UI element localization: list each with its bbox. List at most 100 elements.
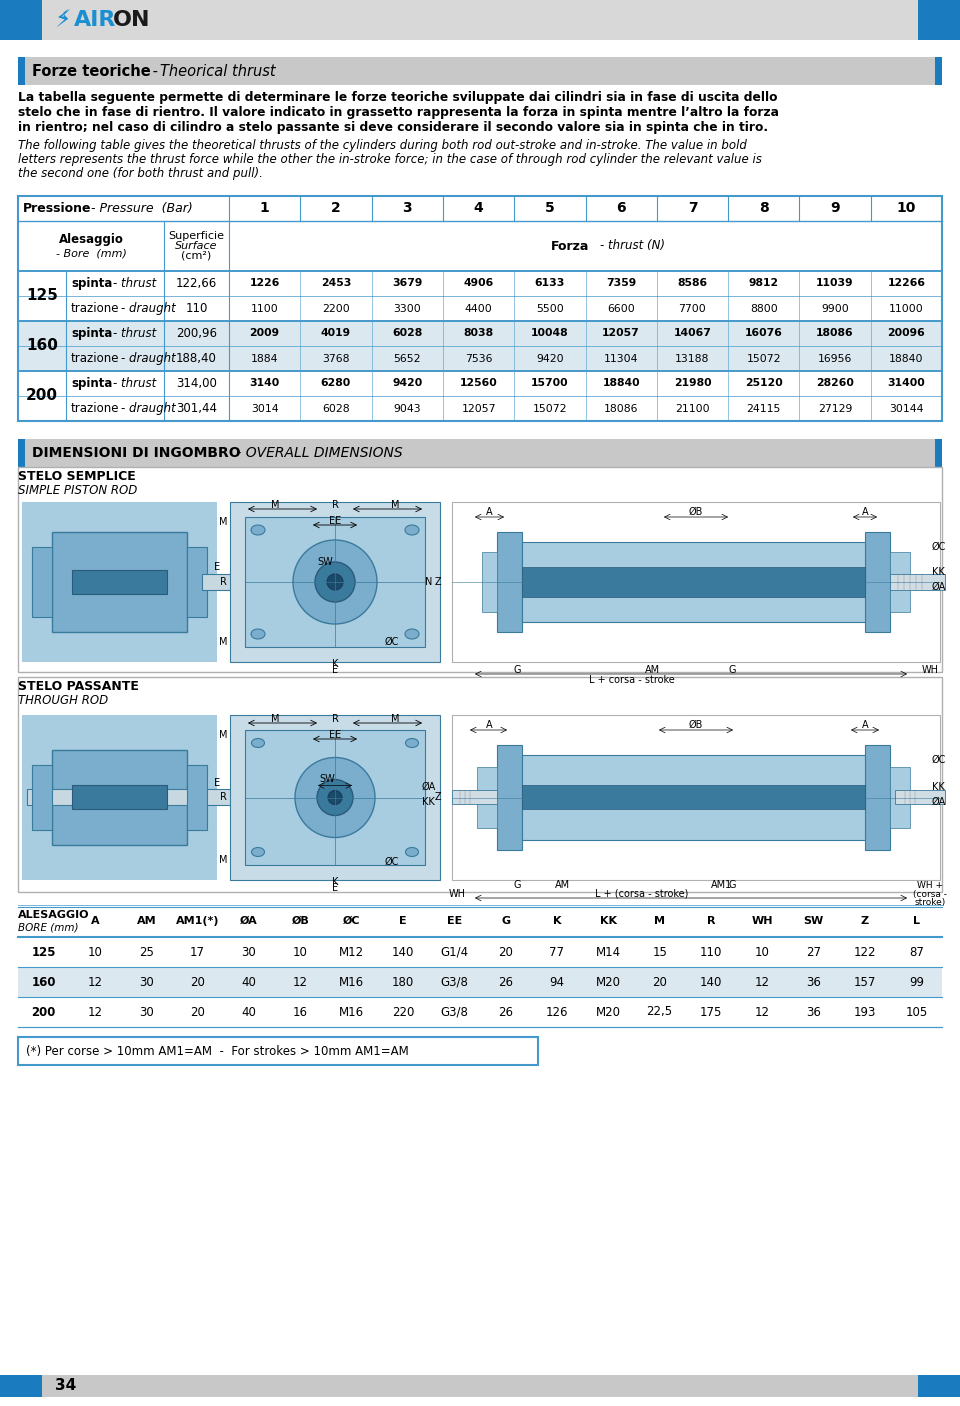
- Text: 4906: 4906: [464, 278, 493, 288]
- Point: [794, 388, 805, 405]
- Point: [865, 337, 876, 354]
- Point: [722, 388, 733, 405]
- Point: [651, 263, 662, 280]
- Point: [916, 565, 927, 582]
- Text: M: M: [271, 714, 279, 724]
- Point: [722, 212, 733, 229]
- Text: 6: 6: [616, 201, 626, 215]
- Bar: [72, 569, 167, 593]
- Text: 20: 20: [498, 945, 513, 959]
- Point: [580, 388, 591, 405]
- Point: [295, 312, 306, 329]
- Text: 6028: 6028: [323, 404, 349, 413]
- Text: 21980: 21980: [674, 378, 711, 388]
- Point: [437, 212, 448, 229]
- Text: - thrust: - thrust: [113, 377, 156, 389]
- Text: EE: EE: [329, 516, 341, 526]
- Text: Forza: Forza: [551, 239, 589, 253]
- Point: [651, 412, 662, 429]
- Point: [366, 363, 377, 380]
- Point: [224, 187, 235, 204]
- Point: [865, 263, 876, 280]
- Text: 7700: 7700: [679, 304, 707, 314]
- Text: Pressione: Pressione: [23, 202, 91, 215]
- Text: E: E: [332, 665, 338, 675]
- Bar: [230, 502, 440, 662]
- Text: G3/8: G3/8: [441, 1005, 468, 1018]
- Point: [366, 312, 377, 329]
- Text: A: A: [862, 508, 868, 517]
- Point: [60, 263, 72, 280]
- Text: stelo che in fase di rientro. Il valore indicato in grassetto rappresenta la for: stelo che in fase di rientro. Il valore …: [18, 105, 779, 120]
- Point: [580, 288, 591, 305]
- Text: E: E: [214, 778, 220, 787]
- Point: [910, 582, 922, 599]
- Text: - thrust: - thrust: [113, 328, 156, 340]
- Text: STELO SEMPLICE: STELO SEMPLICE: [18, 471, 135, 484]
- Text: ØA: ØA: [422, 782, 436, 792]
- Point: [580, 337, 591, 354]
- Text: ØB: ØB: [689, 720, 703, 730]
- Bar: [32, 765, 52, 830]
- Text: 13188: 13188: [675, 353, 709, 364]
- Text: 11304: 11304: [604, 353, 638, 364]
- Text: 25120: 25120: [745, 378, 782, 388]
- Point: [437, 312, 448, 329]
- Point: [794, 363, 805, 380]
- Text: G1/4: G1/4: [441, 945, 468, 959]
- Point: [899, 582, 910, 599]
- Bar: [452, 716, 940, 880]
- Text: L + (corsa - stroke): L + (corsa - stroke): [595, 889, 688, 898]
- Text: K: K: [332, 659, 338, 669]
- Point: [865, 312, 876, 329]
- Bar: [895, 790, 945, 804]
- Bar: [18, 58, 25, 84]
- Text: 30144: 30144: [889, 404, 924, 413]
- Text: 180: 180: [392, 976, 414, 988]
- Point: [865, 388, 876, 405]
- Point: [509, 288, 520, 305]
- Bar: [18, 936, 942, 967]
- Text: G: G: [514, 880, 520, 890]
- Text: K: K: [332, 877, 338, 887]
- Point: [295, 263, 306, 280]
- Text: 18086: 18086: [816, 329, 853, 339]
- Text: 20: 20: [652, 976, 667, 988]
- Text: spinta: spinta: [71, 328, 112, 340]
- Point: [158, 263, 170, 280]
- Text: KK: KK: [600, 915, 617, 927]
- Point: [437, 288, 448, 305]
- Point: [437, 388, 448, 405]
- Point: [420, 574, 431, 591]
- Text: 6600: 6600: [608, 304, 635, 314]
- Text: 10: 10: [897, 201, 916, 215]
- Text: M20: M20: [596, 976, 621, 988]
- Point: [580, 212, 591, 229]
- Bar: [18, 396, 942, 420]
- Point: [366, 388, 377, 405]
- Bar: [522, 567, 865, 598]
- Text: La tabella seguente permette di determinare le forze teoriche sviluppate dai cil: La tabella seguente permette di determin…: [18, 91, 778, 104]
- Point: [158, 412, 170, 429]
- Text: 12: 12: [87, 1005, 103, 1018]
- Text: E: E: [214, 562, 220, 572]
- Text: 8038: 8038: [464, 329, 493, 339]
- Bar: [0, 0, 960, 39]
- Text: 77: 77: [549, 945, 564, 959]
- Text: 3768: 3768: [323, 353, 349, 364]
- Bar: [18, 967, 942, 997]
- Point: [509, 312, 520, 329]
- Point: [509, 412, 520, 429]
- Text: A: A: [486, 720, 492, 730]
- Text: - OVERALL DIMENSIONS: - OVERALL DIMENSIONS: [232, 446, 402, 460]
- Text: 30: 30: [139, 1005, 154, 1018]
- Bar: [482, 553, 497, 612]
- Text: M: M: [220, 855, 228, 865]
- Point: [329, 638, 341, 655]
- Text: 16076: 16076: [745, 329, 782, 339]
- Point: [446, 574, 458, 591]
- Bar: [18, 439, 942, 467]
- Bar: [18, 678, 942, 891]
- Bar: [18, 221, 942, 271]
- Text: G: G: [514, 665, 520, 675]
